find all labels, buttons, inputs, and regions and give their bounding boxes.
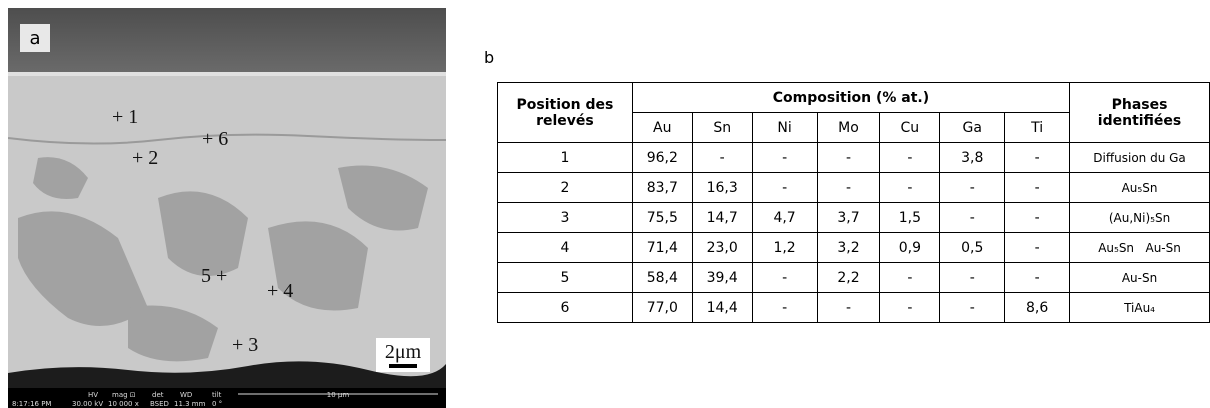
table-cell: - (1005, 143, 1070, 173)
element-header: Mo (817, 113, 880, 143)
table-cell: 14,4 (692, 293, 752, 323)
table-cell: - (880, 293, 940, 323)
table-cell: 0,5 (940, 233, 1005, 263)
table-cell: 3 (498, 203, 633, 233)
point-label: + 2 (132, 147, 158, 169)
table-cell: 1 (498, 143, 633, 173)
table-cell: - (752, 143, 817, 173)
sem-image: a + 1 + 2 + 6 5 + + 4 + 3 2μm 8:17:16 PM… (8, 8, 446, 408)
table-cell: 1,2 (752, 233, 817, 263)
table-cell: - (880, 173, 940, 203)
table-cell: - (940, 173, 1005, 203)
composition-table: Position des relevés Composition (% at.)… (497, 82, 1210, 323)
footer-text: 30.00 kV (72, 400, 103, 408)
table-cell: 1,5 (880, 203, 940, 233)
table-cell: - (880, 143, 940, 173)
footer-text: tilt (212, 391, 222, 399)
element-header: Ti (1005, 113, 1070, 143)
table-cell: 75,5 (632, 203, 692, 233)
table-cell: Au₅Sn (1070, 173, 1210, 203)
table-cell: 39,4 (692, 263, 752, 293)
table-cell: 71,4 (632, 233, 692, 263)
table-cell: - (817, 143, 880, 173)
footer-text: 10 000 x (108, 400, 139, 408)
table-cell: - (817, 293, 880, 323)
table-cell: - (817, 173, 880, 203)
table-cell: 3,2 (817, 233, 880, 263)
element-header: Ga (940, 113, 1005, 143)
element-header: Au (632, 113, 692, 143)
footer-text: 8:17:16 PM (12, 400, 51, 408)
table-cell: - (940, 293, 1005, 323)
table-cell: - (692, 143, 752, 173)
table-cell: 2 (498, 173, 633, 203)
table-cell: 3,7 (817, 203, 880, 233)
table-cell: 14,7 (692, 203, 752, 233)
panel-label: b (484, 48, 494, 67)
table-cell: (Au,Ni)₅Sn (1070, 203, 1210, 233)
table-cell: - (940, 203, 1005, 233)
panel-label: a (29, 28, 40, 49)
page: a + 1 + 2 + 6 5 + + 4 + 3 2μm 8:17:16 PM… (0, 0, 1210, 408)
table-cell: 3,8 (940, 143, 1005, 173)
table-cell: 77,0 (632, 293, 692, 323)
table-cell: - (752, 293, 817, 323)
footer-text: 0 ° (212, 400, 222, 408)
header-row: Position des relevés Composition (% at.)… (498, 83, 1210, 113)
point-label: + 4 (267, 280, 293, 302)
table-cell: TiAu₄ (1070, 293, 1210, 323)
table-cell: 2,2 (817, 263, 880, 293)
table-cell: - (1005, 203, 1070, 233)
point-label: + 1 (112, 106, 138, 128)
table-cell: 16,3 (692, 173, 752, 203)
element-header: Cu (880, 113, 940, 143)
table-cell: - (1005, 233, 1070, 263)
table-cell: 5 (498, 263, 633, 293)
table-cell: - (940, 263, 1005, 293)
table-cell: 23,0 (692, 233, 752, 263)
footer-text: mag ⊡ (112, 391, 136, 399)
header-cell: Phases identifiées (1070, 83, 1210, 143)
table-cell: Au₅Sn Au-Sn (1070, 233, 1210, 263)
header-cell: Position des relevés (498, 83, 633, 143)
table-cell: Diffusion du Ga (1070, 143, 1210, 173)
table-cell: 8,6 (1005, 293, 1070, 323)
table-cell: - (752, 173, 817, 203)
footer-text: BSED (150, 400, 169, 408)
table-cell: - (880, 263, 940, 293)
footer-text: HV (88, 391, 98, 399)
table-cell: 4 (498, 233, 633, 263)
point-label: + 3 (232, 334, 258, 356)
point-label: + 6 (202, 128, 228, 150)
table-cell: 96,2 (632, 143, 692, 173)
element-header: Sn (692, 113, 752, 143)
header-cell: Composition (% at.) (632, 83, 1069, 113)
table-cell: 83,7 (632, 173, 692, 203)
table-cell: - (1005, 263, 1070, 293)
table-cell: 0,9 (880, 233, 940, 263)
point-label: 5 + (201, 265, 227, 287)
footer-text: 11.3 mm (174, 400, 206, 408)
table-cell: 4,7 (752, 203, 817, 233)
table-cell: - (752, 263, 817, 293)
scale-label: 2μm (385, 341, 422, 363)
footer-text: WD (180, 391, 192, 399)
scale-bar (389, 364, 417, 368)
table-cell: 58,4 (632, 263, 692, 293)
element-header: Ni (752, 113, 817, 143)
table-cell: 6 (498, 293, 633, 323)
footer-text: det (152, 391, 164, 399)
footer-text: 10 μm (327, 391, 350, 399)
table-cell: Au-Sn (1070, 263, 1210, 293)
table-cell: - (1005, 173, 1070, 203)
